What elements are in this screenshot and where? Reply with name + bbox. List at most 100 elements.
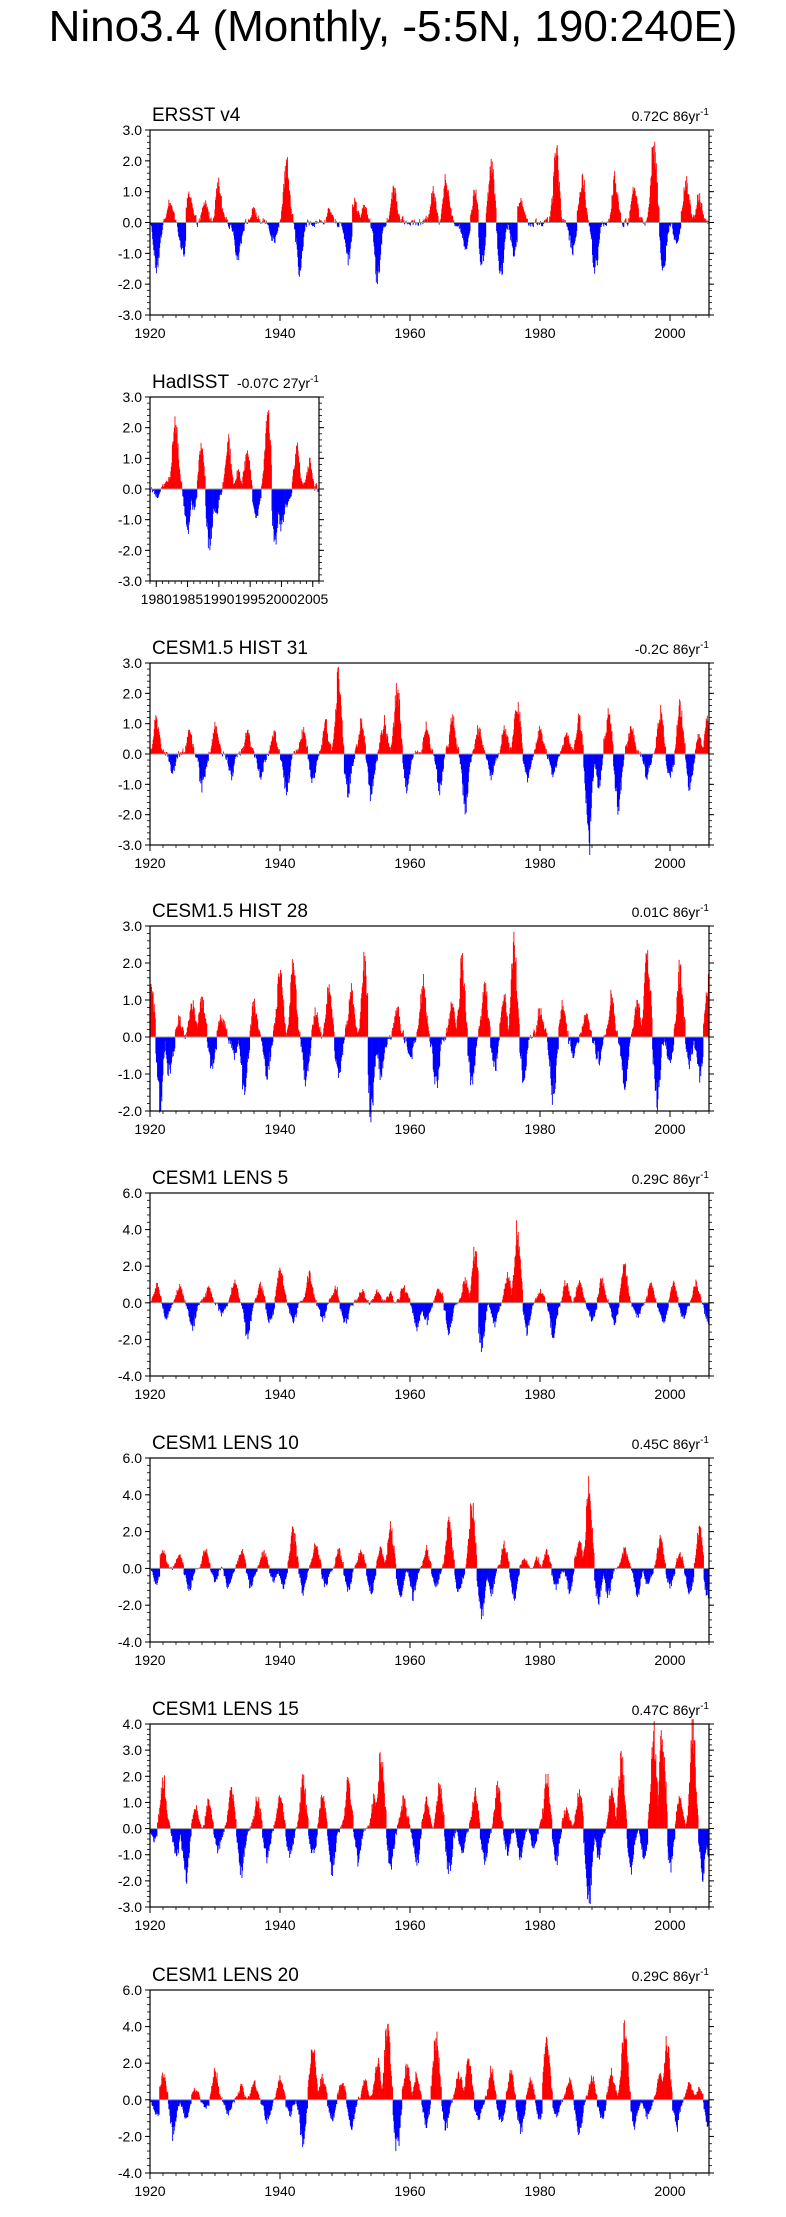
negative-anomaly-bar: [489, 754, 490, 770]
negative-anomaly-bar: [188, 489, 189, 534]
negative-anomaly-bar: [287, 754, 288, 792]
negative-anomaly-bar: [375, 222, 377, 283]
negative-anomaly-bar: [601, 754, 603, 766]
negative-anomaly-bar: [345, 222, 346, 243]
negative-anomaly-bar: [196, 754, 197, 758]
negative-anomaly-bar: [449, 1302, 451, 1323]
positive-anomaly-bar: [648, 1285, 650, 1303]
negative-anomaly-bar: [412, 1037, 414, 1047]
negative-anomaly-bar: [670, 754, 671, 778]
negative-anomaly-bar: [386, 1037, 388, 1047]
negative-anomaly-bar: [226, 1302, 228, 1307]
negative-anomaly-bar: [641, 754, 643, 756]
positive-anomaly-bar: [315, 1301, 317, 1303]
negative-anomaly-bar: [411, 754, 413, 758]
negative-anomaly-bar: [639, 1302, 641, 1314]
negative-anomaly-bar: [498, 1037, 500, 1040]
positive-anomaly-bar: [265, 421, 267, 489]
positive-anomaly-bar: [359, 1028, 360, 1037]
negative-anomaly-bar: [618, 1037, 619, 1044]
positive-anomaly-bar: [198, 218, 200, 223]
negative-anomaly-bar: [424, 1302, 426, 1320]
positive-anomaly-bar: [255, 1013, 257, 1037]
positive-anomaly-bar: [308, 469, 310, 489]
negative-anomaly-bar: [366, 754, 368, 764]
positive-anomaly-bar: [680, 210, 682, 223]
negative-anomaly-bar: [699, 1037, 701, 1083]
negative-anomaly-bar: [173, 1037, 175, 1052]
positive-anomaly-bar: [563, 1011, 565, 1037]
positive-anomaly-bar: [206, 206, 208, 223]
positive-anomaly-bar: [537, 1008, 539, 1037]
positive-anomaly-bar: [319, 751, 320, 754]
negative-anomaly-bar: [613, 1302, 615, 1325]
positive-anomaly-bar: [245, 218, 247, 223]
positive-anomaly-bar: [446, 185, 448, 223]
positive-anomaly-bar: [511, 741, 513, 754]
positive-anomaly-bar: [543, 1021, 545, 1037]
negative-anomaly-bar: [627, 1037, 629, 1070]
positive-anomaly-bar: [477, 729, 479, 754]
positive-anomaly-bar: [555, 155, 557, 223]
negative-anomaly-bar: [283, 489, 284, 523]
positive-anomaly-bar: [613, 1002, 615, 1037]
positive-anomaly-bar: [476, 1267, 478, 1303]
negative-anomaly-bar: [244, 1037, 246, 1092]
positive-anomaly-bar: [577, 1285, 579, 1303]
negative-anomaly-bar: [219, 489, 221, 496]
positive-anomaly-bar: [445, 183, 447, 223]
positive-anomaly-bar: [564, 220, 566, 223]
positive-anomaly-bar: [169, 476, 171, 489]
negative-anomaly-bar: [268, 222, 270, 229]
negative-anomaly-bar: [166, 1302, 168, 1315]
positive-anomaly-bar: [155, 1288, 157, 1303]
positive-anomaly-bar: [447, 1027, 449, 1037]
positive-anomaly-bar: [513, 1275, 515, 1303]
positive-anomaly-bar: [395, 1010, 397, 1037]
negative-anomaly-bar: [498, 222, 500, 261]
negative-anomaly-bar: [568, 222, 570, 241]
negative-anomaly-bar: [254, 754, 255, 758]
negative-anomaly-bar: [568, 1037, 570, 1041]
negative-anomaly-bar: [313, 754, 314, 775]
positive-anomaly-bar: [679, 701, 681, 754]
positive-anomaly-bar: [494, 193, 496, 223]
negative-anomaly-bar: [663, 1302, 665, 1324]
positive-anomaly-bar: [307, 745, 308, 754]
negative-anomaly-bar: [237, 1037, 239, 1047]
negative-anomaly-bar: [342, 1037, 344, 1045]
positive-anomaly-bar: [401, 1033, 403, 1037]
positive-anomaly-bar: [574, 743, 576, 754]
negative-anomaly-bar: [223, 1302, 225, 1311]
positive-anomaly-bar: [579, 191, 581, 223]
negative-anomaly-bar: [603, 222, 605, 227]
positive-anomaly-bar: [283, 187, 285, 223]
negative-anomaly-bar: [605, 222, 606, 225]
negative-anomaly-bar: [345, 754, 346, 774]
positive-anomaly-bar: [693, 214, 695, 223]
positive-anomaly-bar: [518, 1017, 520, 1037]
positive-anomaly-bar: [217, 1029, 219, 1037]
negative-anomaly-bar: [184, 222, 186, 255]
positive-anomaly-bar: [241, 484, 243, 489]
negative-anomaly-bar: [622, 754, 624, 766]
positive-anomaly-bar: [680, 716, 682, 754]
negative-anomaly-bar: [239, 754, 241, 756]
positive-anomaly-bar: [175, 433, 176, 489]
positive-anomaly-bar: [174, 220, 176, 223]
negative-anomaly-bar: [275, 222, 277, 237]
positive-anomaly-bar: [434, 197, 436, 223]
positive-anomaly-bar: [355, 1027, 357, 1037]
negative-anomaly-bar: [152, 222, 154, 245]
positive-anomaly-bar: [577, 205, 579, 223]
negative-anomaly-bar: [680, 222, 682, 228]
negative-anomaly-bar: [428, 1302, 430, 1313]
positive-anomaly-bar: [657, 204, 659, 223]
positive-anomaly-bar: [512, 734, 514, 754]
positive-anomaly-bar: [200, 442, 202, 489]
positive-anomaly-bar: [633, 189, 635, 223]
negative-anomaly-bar: [303, 1037, 305, 1071]
negative-anomaly-bar: [185, 489, 187, 525]
positive-anomaly-bar: [567, 1030, 569, 1037]
negative-anomaly-bar: [620, 754, 622, 791]
